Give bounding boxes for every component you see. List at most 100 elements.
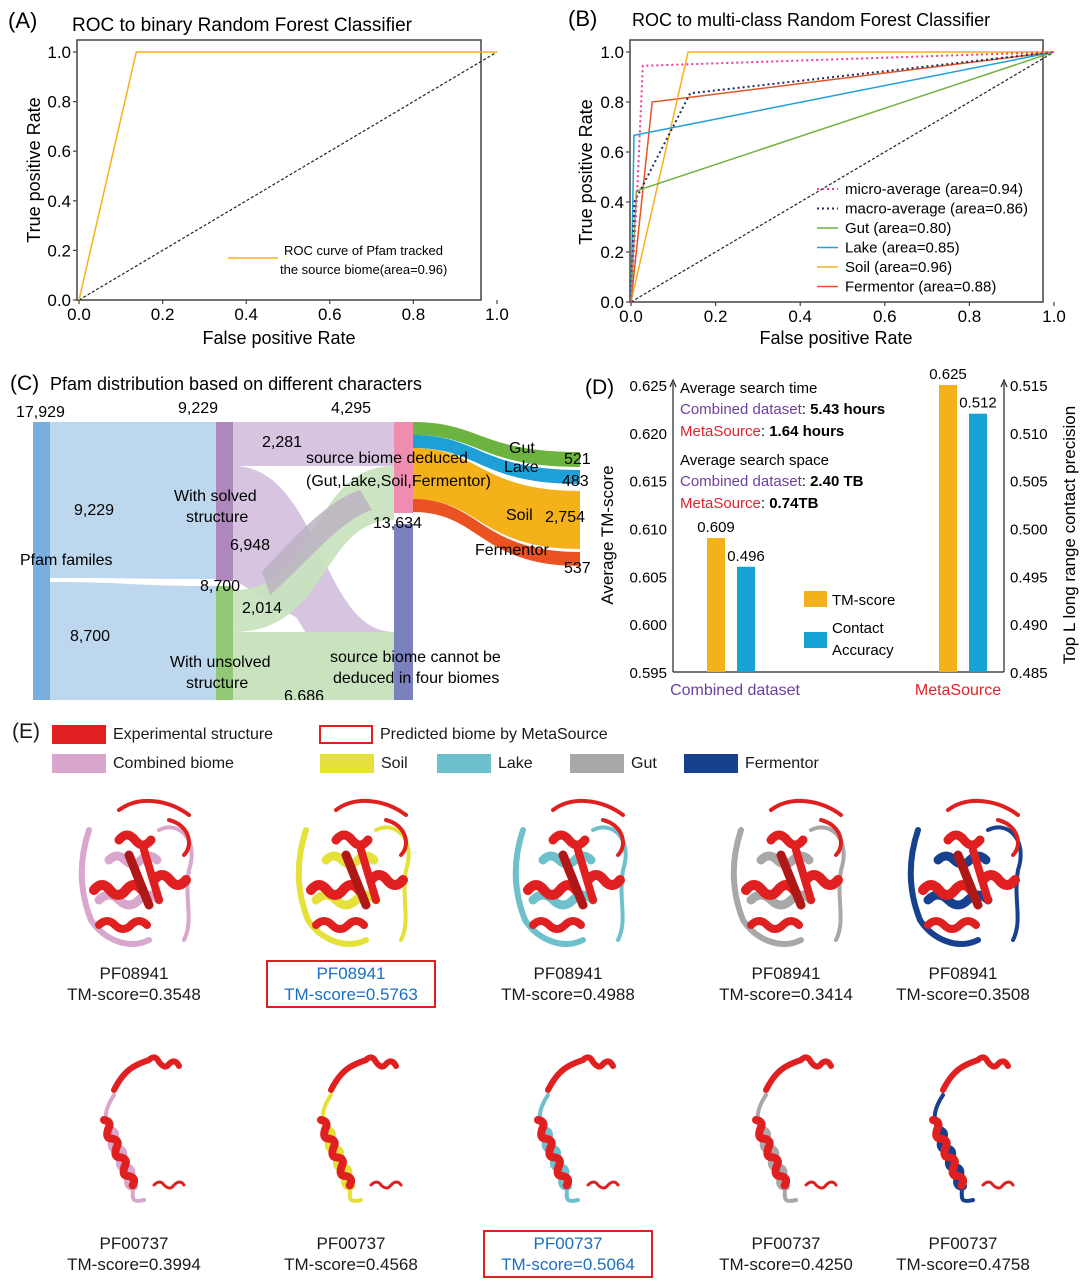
label-node-unsolved-2: structure <box>186 675 248 692</box>
x-tick-label: 0.2 <box>151 305 175 324</box>
tm-score: TM-score=0.3548 <box>67 985 201 1004</box>
pfam-id: PF00737 <box>316 1234 386 1253</box>
legend-label: Soil <box>381 755 408 772</box>
roc-line-fermentor <box>630 51 1055 303</box>
panel-c-sankey: (C) Pfam distribution based on different… <box>10 372 591 700</box>
structure-image-pf08941 <box>59 790 209 960</box>
y-tick-label: 0.6 <box>600 143 624 162</box>
annot-meta-label: MetaSource <box>680 495 761 512</box>
legend-swatch-fermentor <box>684 754 738 773</box>
link-pfam-solved <box>49 422 216 579</box>
bar-tm-0 <box>707 538 725 672</box>
x-tick-label: 1.0 <box>485 305 509 324</box>
x-tick-label: 0.2 <box>704 307 728 326</box>
value-fermentor: 537 <box>564 560 591 577</box>
annot-time-meta: MetaSource: 1.64 hours <box>680 423 844 440</box>
link-pfam-unsolved <box>49 582 216 700</box>
label-link-unsolved-deduced: 2,014 <box>242 600 282 617</box>
panel-a-ylabel: True positive Rate <box>24 97 44 242</box>
link-solved-deduced <box>233 422 394 466</box>
legend-label: Fermentor <box>745 755 819 772</box>
panel-a-xlabel: False positive Rate <box>202 328 355 348</box>
panel-a-label: (A) <box>8 8 37 33</box>
y-tick-right-label: 0.490 <box>1010 617 1048 634</box>
y-tick-label: 1.0 <box>47 43 71 62</box>
y-tick-label: 0.0 <box>600 293 624 312</box>
annot-meta-space: 0.74TB <box>769 495 818 512</box>
legend-label: Lake <box>498 755 533 772</box>
legend-swatch-gut <box>570 754 624 773</box>
node-pfam <box>33 422 50 700</box>
pfam-id: PF08941 <box>533 964 603 983</box>
annot-combined-label: Combined dataset <box>680 473 803 490</box>
label-link-pfam-solved: 9,229 <box>74 502 114 519</box>
label-node-unsolved-1: With unsolved <box>170 654 271 671</box>
y-tick-label: 1.0 <box>600 43 624 62</box>
pfam-id: PF08941 <box>928 964 998 983</box>
y-tick-left-label: 0.615 <box>629 474 667 491</box>
panel-b-plot-frame <box>629 39 1044 303</box>
y-tick-left-label: 0.605 <box>629 569 667 586</box>
annot-combined-label: Combined dataset <box>680 401 803 418</box>
legend-swatch-lake <box>437 754 491 773</box>
tm-score: TM-score=0.3508 <box>896 985 1030 1004</box>
annot-space-meta: MetaSource: 0.74TB <box>680 495 819 512</box>
link-deduced-gut <box>413 422 580 467</box>
panel-b-title: ROC to multi-class Random Forest Classif… <box>632 10 990 30</box>
legend-label: macro-average (area=0.86) <box>845 201 1028 218</box>
bar-value-label: 0.609 <box>697 519 735 536</box>
y-tick-label: 0.8 <box>600 93 624 112</box>
link-overlap <box>262 490 372 595</box>
predicted-caption: PF00737 TM-score=0.5064 <box>483 1230 653 1278</box>
panel-c-title: Pfam distribution based on different cha… <box>50 374 422 394</box>
legend-swatch-soil <box>320 754 374 773</box>
panel-a-legend-label-2: the source biome(area=0.96) <box>280 262 447 277</box>
roc-line-micro-average <box>630 51 1055 303</box>
structure-caption: PF08941 TM-score=0.3548 <box>59 963 209 1005</box>
structure-image-pf00737 <box>883 1020 1043 1225</box>
legend-label: Lake (area=0.85) <box>845 240 960 257</box>
label-link-unsolved-notdeduced: 6,686 <box>284 688 324 700</box>
annot-sep: : <box>802 473 810 490</box>
y-tick-right-label: 0.515 <box>1010 378 1048 395</box>
panel-b-roc-multiclass: (B) ROC to multi-class Random Forest Cla… <box>568 6 1066 348</box>
legend-label: micro-average (area=0.94) <box>845 181 1023 198</box>
pfam-id: PF00737 <box>928 1234 998 1253</box>
value-soil: 2,754 <box>545 509 585 526</box>
value-lake: 483 <box>562 473 589 490</box>
structure-image-pf08941 <box>711 790 861 960</box>
structure-image-pf08941 <box>888 790 1038 960</box>
category-combined: Combined dataset <box>670 682 800 699</box>
label-node-pfam: Pfam familes <box>20 552 112 569</box>
node-solved <box>216 422 233 581</box>
pfam-id: PF08941 <box>751 964 821 983</box>
bar-value-label: 0.625 <box>929 366 967 383</box>
panel-a-roc-binary: (A) ROC to binary Random Forest Classifi… <box>8 8 509 348</box>
label-node-notdeduced-2: deduced in four biomes <box>333 670 499 687</box>
legend-label-contact-2: Accuracy <box>832 642 894 659</box>
annot-sep: : <box>761 495 769 512</box>
link-unsolved-notdeduced-body <box>233 632 394 700</box>
label-fermentor: Fermentor <box>475 542 549 559</box>
legend-swatch-contact <box>804 632 827 648</box>
structure-caption: PF00737 TM-score=0.4568 <box>276 1233 426 1275</box>
y-tick-left-label: 0.595 <box>629 665 667 682</box>
node-deduced <box>394 422 413 513</box>
roc-line-macro-average <box>630 51 1055 303</box>
y-tick-right-label: 0.500 <box>1010 522 1048 539</box>
label-node-deduced-2: (Gut,Lake,Soil,Fermentor) <box>306 473 491 490</box>
structure-image-pf08941 <box>493 790 643 960</box>
x-tick-label: 0.6 <box>873 307 897 326</box>
node-notdeduced <box>394 524 413 700</box>
pfam-id: PF00737 <box>751 1234 821 1253</box>
tm-score: TM-score=0.3414 <box>719 985 853 1004</box>
annot-space-title: Average search space <box>680 452 829 469</box>
bar-tm-1 <box>939 385 957 672</box>
y-tick-label: 0.2 <box>47 241 71 260</box>
label-unsolved-total: 8,700 <box>200 578 240 595</box>
label-node-deduced-1: source biome deduced <box>306 450 468 467</box>
panel-d-label: (D) <box>585 376 614 399</box>
roc-line-chance <box>630 51 1055 303</box>
tm-score: TM-score=0.4758 <box>896 1255 1030 1274</box>
predicted-caption: PF08941 TM-score=0.5763 <box>266 960 436 1008</box>
